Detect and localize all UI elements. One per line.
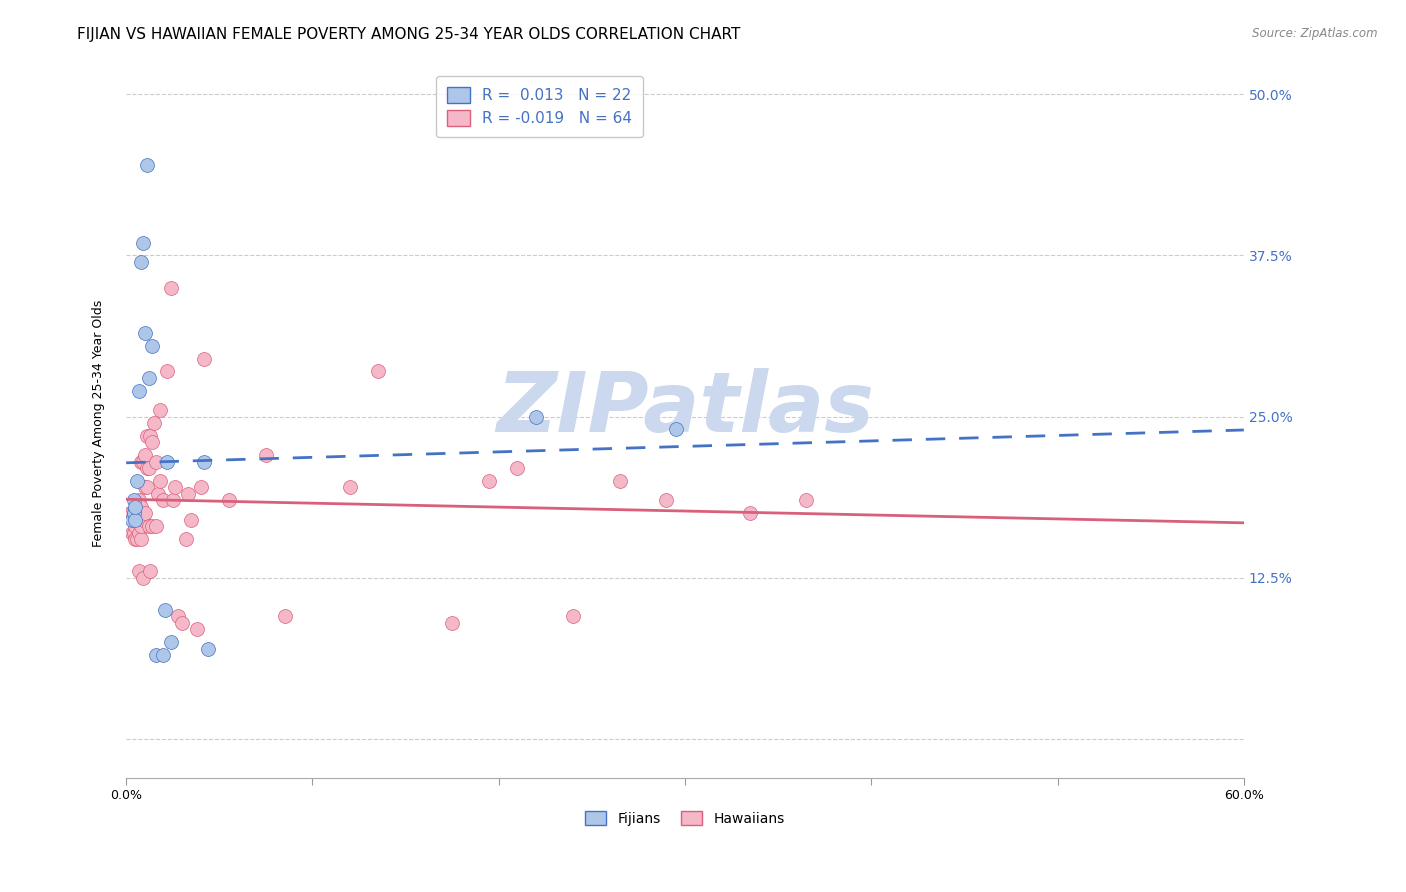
Point: [145, 519, 167, 533]
Point: [141, 519, 163, 533]
Point: [176, 487, 198, 501]
Point: [139, 564, 162, 578]
Point: [794, 493, 817, 508]
Point: [129, 255, 152, 269]
Point: [138, 519, 160, 533]
Point: [145, 455, 167, 469]
Point: [128, 384, 150, 398]
Point: [152, 648, 174, 662]
Point: [138, 371, 160, 385]
Point: [156, 364, 179, 378]
Point: [132, 455, 155, 469]
Point: [121, 506, 143, 520]
Point: [128, 525, 150, 540]
Point: [134, 506, 156, 520]
Point: [141, 435, 163, 450]
Point: [132, 513, 155, 527]
Point: [124, 506, 146, 520]
Point: [129, 519, 152, 533]
Point: [129, 532, 152, 546]
Legend: Fijians, Hawaiians: Fijians, Hawaiians: [576, 803, 793, 834]
Point: [139, 429, 162, 443]
Point: [218, 493, 240, 508]
Point: [665, 422, 688, 436]
Point: [186, 622, 208, 636]
Point: [135, 429, 157, 443]
Y-axis label: Female Poverty Among 25-34 Year Olds: Female Poverty Among 25-34 Year Olds: [93, 300, 105, 547]
Point: [174, 532, 197, 546]
Point: [160, 635, 183, 649]
Point: [122, 525, 145, 540]
Point: [197, 641, 219, 656]
Point: [134, 448, 156, 462]
Point: [193, 455, 215, 469]
Point: [149, 474, 172, 488]
Point: [609, 474, 631, 488]
Point: [156, 455, 179, 469]
Point: [122, 506, 145, 520]
Point: [273, 609, 295, 624]
Point: [160, 280, 183, 294]
Point: [562, 609, 585, 624]
Point: [132, 235, 155, 250]
Point: [145, 648, 167, 662]
Point: [124, 513, 146, 527]
Point: [124, 519, 146, 533]
Point: [193, 351, 215, 366]
Point: [122, 506, 145, 520]
Point: [180, 513, 202, 527]
Point: [121, 513, 143, 527]
Text: Source: ZipAtlas.com: Source: ZipAtlas.com: [1253, 27, 1378, 40]
Point: [170, 615, 193, 630]
Point: [132, 571, 155, 585]
Point: [124, 500, 146, 514]
Point: [134, 481, 156, 495]
Text: ZIPatlas: ZIPatlas: [496, 368, 875, 450]
Point: [441, 615, 464, 630]
Point: [129, 455, 152, 469]
Point: [524, 409, 547, 424]
Point: [141, 339, 163, 353]
Point: [134, 326, 156, 340]
Point: [506, 461, 529, 475]
Point: [135, 481, 157, 495]
Point: [135, 461, 157, 475]
Point: [135, 158, 157, 172]
Point: [190, 481, 212, 495]
Point: [128, 564, 150, 578]
Point: [122, 493, 145, 508]
Point: [478, 474, 501, 488]
Point: [118, 506, 141, 520]
Point: [655, 493, 678, 508]
Point: [127, 513, 149, 527]
Point: [127, 532, 149, 546]
Point: [152, 493, 174, 508]
Point: [339, 481, 361, 495]
Point: [128, 493, 150, 508]
Point: [367, 364, 389, 378]
Point: [129, 500, 152, 514]
Point: [162, 493, 184, 508]
Point: [127, 474, 149, 488]
Point: [740, 506, 762, 520]
Point: [143, 416, 166, 430]
Text: FIJIAN VS HAWAIIAN FEMALE POVERTY AMONG 25-34 YEAR OLDS CORRELATION CHART: FIJIAN VS HAWAIIAN FEMALE POVERTY AMONG …: [77, 27, 741, 42]
Point: [149, 403, 172, 417]
Point: [146, 487, 169, 501]
Point: [155, 603, 177, 617]
Point: [121, 525, 143, 540]
Point: [167, 609, 190, 624]
Point: [124, 532, 146, 546]
Point: [163, 481, 186, 495]
Point: [254, 448, 277, 462]
Point: [138, 461, 160, 475]
